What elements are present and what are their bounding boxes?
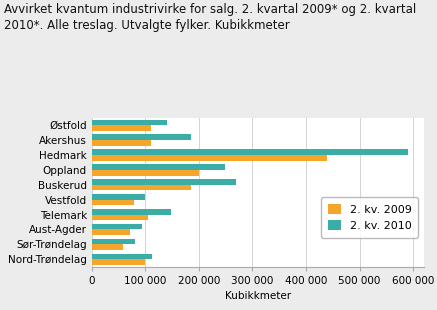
Bar — [92, 259, 146, 265]
Bar — [92, 185, 191, 190]
Bar — [92, 155, 327, 161]
Bar — [92, 179, 236, 185]
Bar — [92, 209, 171, 215]
Bar — [92, 120, 167, 125]
X-axis label: Kubikkmeter: Kubikkmeter — [225, 291, 291, 301]
Bar — [92, 194, 146, 200]
Bar — [92, 200, 134, 205]
Bar — [92, 229, 130, 235]
Bar — [92, 254, 153, 259]
Legend: 2. kv. 2009, 2. kv. 2010: 2. kv. 2009, 2. kv. 2010 — [321, 197, 418, 238]
Bar — [92, 239, 135, 244]
Bar — [92, 125, 151, 131]
Bar — [92, 170, 199, 175]
Bar — [92, 244, 123, 250]
Bar — [92, 164, 225, 170]
Bar — [92, 224, 142, 229]
Text: Avvirket kvantum industrivirke for salg. 2. kvartal 2009* og 2. kvartal
2010*. A: Avvirket kvantum industrivirke for salg.… — [4, 3, 416, 32]
Bar — [92, 135, 191, 140]
Bar — [92, 140, 151, 146]
Bar — [92, 149, 408, 155]
Bar — [92, 215, 148, 220]
